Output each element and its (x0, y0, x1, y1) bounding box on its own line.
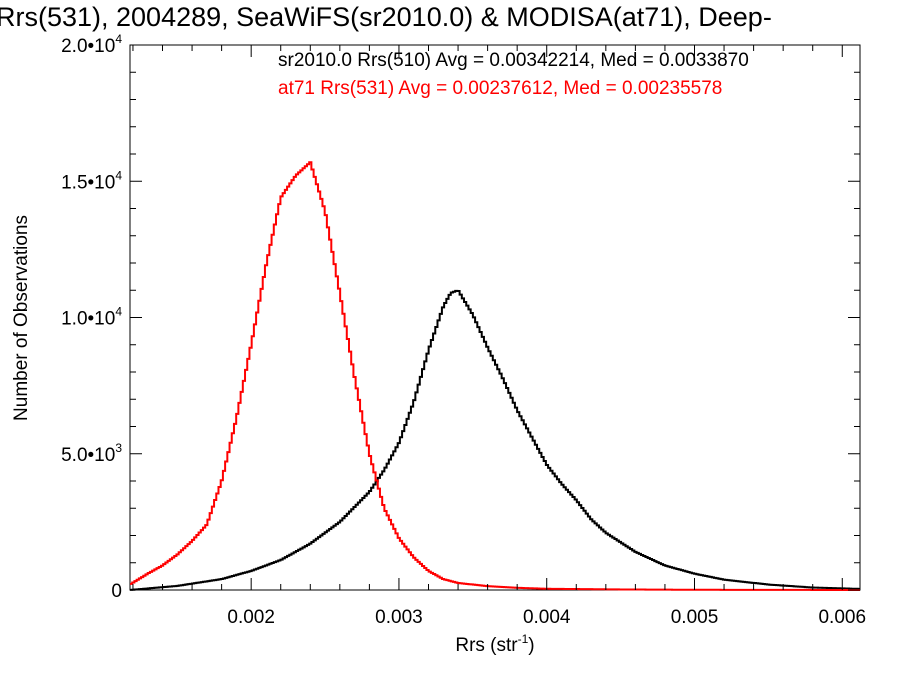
y-tick-label-exponent: 3 (115, 441, 122, 455)
y-tick-label-mantissa: 5.0•10 (61, 445, 115, 466)
series-layer (130, 161, 860, 591)
y-tick-label: 1.0•104 (61, 305, 122, 330)
x-tick-label: 0.003 (375, 607, 423, 628)
y-tick-label-exponent: 4 (115, 32, 122, 46)
y-tick-label: 1.5•104 (61, 168, 122, 193)
y-axis-label: Number of Observations (11, 215, 32, 421)
legend: sr2010.0 Rrs(510) Avg = 0.00342214, Med … (278, 50, 749, 99)
histogram-series-2 (130, 161, 860, 591)
chart-title: Rrs(531), 2004289, SeaWiFS(sr2010.0) & M… (0, 2, 772, 32)
x-tick-label: 0.006 (818, 607, 866, 628)
y-tick-label-exponent: 4 (115, 168, 122, 182)
y-tick-label-mantissa: 2.0•10 (61, 36, 115, 57)
histogram-series-1 (130, 289, 860, 591)
x-axis-label: Rrs (str-1) (455, 632, 534, 656)
plot-area: 0.002 0.003 0.004 0.005 0.00605.0•1031.0•104… (61, 32, 866, 628)
y-tick-label-mantissa: 1.5•10 (61, 172, 115, 193)
y-tick-label: 0 (111, 581, 122, 602)
y-tick-label-mantissa: 0 (111, 581, 122, 602)
x-tick-label: 0.002 (227, 607, 275, 628)
y-tick-label: 2.0•104 (61, 32, 122, 57)
legend-entry: at71 Rrs(531) Avg = 0.00237612, Med = 0.… (278, 78, 722, 99)
tick-layer: 0.002 0.003 0.004 0.005 0.00605.0•1031.0•104… (61, 32, 866, 628)
y-tick-label-exponent: 4 (115, 305, 122, 319)
x-tick-label: 0.005 (671, 607, 719, 628)
x-axis-label-exponent: -1 (518, 632, 529, 646)
y-tick-label: 5.0•103 (61, 441, 122, 466)
x-tick-label: 0.004 (523, 607, 571, 628)
y-tick-label-mantissa: 1.0•10 (61, 309, 115, 330)
legend-entry: sr2010.0 Rrs(510) Avg = 0.00342214, Med … (278, 50, 749, 71)
